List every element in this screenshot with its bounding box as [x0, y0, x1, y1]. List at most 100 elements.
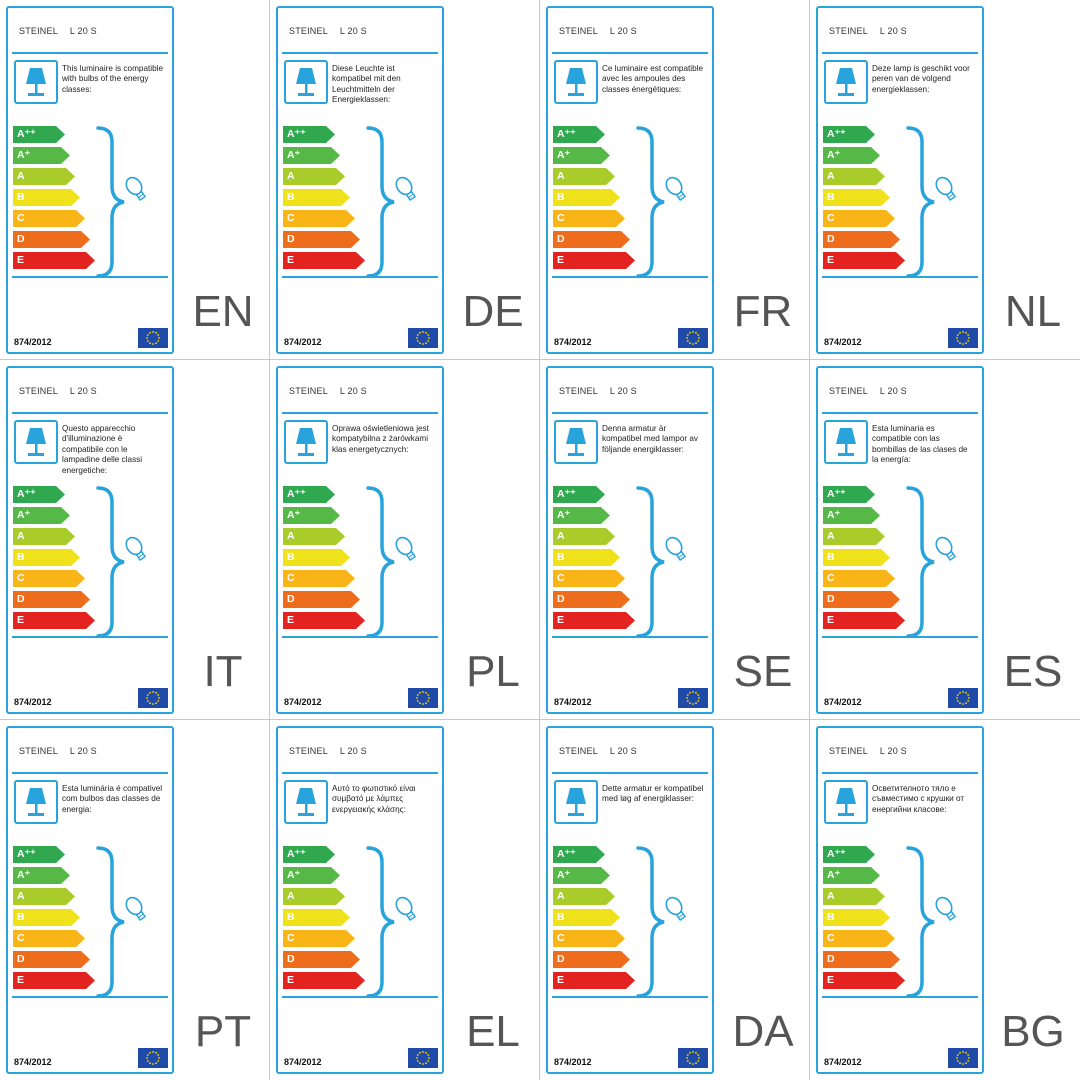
energy-class-arrow: A⁺	[823, 507, 880, 524]
energy-class-arrow: A⁺	[823, 867, 880, 884]
brace-bulb-icon	[96, 486, 147, 638]
energy-class-scale: A⁺⁺ A⁺ A B C D E	[13, 486, 95, 633]
energy-class-arrow: E	[553, 612, 635, 629]
energy-class-arrow: B	[823, 549, 890, 566]
energy-class-arrow: B	[13, 909, 80, 926]
energy-class-arrow: A	[283, 528, 345, 545]
model-name: L 20 S	[339, 746, 367, 756]
brand-line: STEINEL L 20 S	[829, 746, 907, 756]
brace-bulb-icon	[366, 846, 417, 998]
energy-class-scale: A⁺⁺ A⁺ A B C D E	[13, 846, 95, 993]
energy-class-scale: A⁺⁺ A⁺ A B C D E	[823, 126, 905, 273]
luminaire-icon	[554, 60, 598, 104]
energy-label-cell-da: STEINEL L 20 S Dette armatur er kompatibe…	[540, 720, 810, 1080]
energy-class-arrow: E	[823, 612, 905, 629]
energy-class-arrow: E	[283, 612, 365, 629]
energy-class-scale: A⁺⁺ A⁺ A B C D E	[553, 126, 635, 273]
top-divider	[12, 52, 168, 54]
energy-class-arrow: C	[553, 570, 625, 587]
eu-flag-icon	[138, 1048, 168, 1068]
brand-line: STEINEL L 20 S	[559, 386, 637, 396]
energy-class-arrow: A⁺⁺	[283, 486, 335, 503]
regulation-number: 874/2012	[14, 337, 52, 347]
model-name: L 20 S	[609, 746, 637, 756]
energy-class-arrow: B	[553, 549, 620, 566]
energy-class-scale: A⁺⁺ A⁺ A B C D E	[553, 846, 635, 993]
eu-flag-icon	[408, 1048, 438, 1068]
model-name: L 20 S	[609, 386, 637, 396]
top-divider	[552, 772, 708, 774]
brand-line: STEINEL L 20 S	[289, 746, 367, 756]
compatibility-text: Diese Leuchte ist kompatibel mit den Leu…	[332, 64, 401, 105]
energy-label-cell-es: STEINEL L 20 S Esta luminaria es compatib…	[810, 360, 1080, 720]
energy-label-cell-it: STEINEL L 20 S Questo apparecchio d'illum…	[0, 360, 270, 720]
bottom-divider	[282, 996, 438, 998]
brand-line: STEINEL L 20 S	[19, 746, 97, 756]
brand-name: STEINEL	[559, 746, 598, 756]
energy-class-arrow: D	[823, 951, 900, 968]
energy-class-arrow: A⁺	[553, 147, 610, 164]
energy-class-arrow: D	[13, 231, 90, 248]
energy-class-arrow: D	[823, 231, 900, 248]
energy-class-arrow: A	[553, 168, 615, 185]
energy-class-arrow: A⁺⁺	[283, 126, 335, 143]
energy-class-arrow: E	[553, 972, 635, 989]
energy-class-arrow: A⁺⁺	[13, 126, 65, 143]
luminaire-icon	[824, 780, 868, 824]
brand-name: STEINEL	[19, 746, 58, 756]
compatibility-text: Αυτό το φωτιστικό είναι συμβατό με λάμπε…	[332, 784, 416, 814]
brace-bulb-icon	[636, 846, 687, 998]
energy-label-card: STEINEL L 20 S Deze lamp is geschikt voor…	[816, 6, 984, 354]
energy-class-arrow: A	[283, 888, 345, 905]
energy-class-arrow: B	[823, 909, 890, 926]
compatibility-text: Ce luminaire est compatible avec les amp…	[602, 64, 704, 94]
energy-label-card: STEINEL L 20 S Esta luminaria es compatib…	[816, 366, 984, 714]
language-code: DA	[732, 1007, 794, 1056]
top-divider	[552, 52, 708, 54]
energy-class-arrow: D	[283, 591, 360, 608]
energy-class-arrow: D	[823, 591, 900, 608]
energy-class-arrow: A⁺	[283, 147, 340, 164]
regulation-number: 874/2012	[824, 697, 862, 707]
regulation-number: 874/2012	[284, 1057, 322, 1067]
energy-class-arrow: A⁺⁺	[553, 846, 605, 863]
eu-flag-icon	[408, 328, 438, 348]
eu-flag-icon	[948, 688, 978, 708]
energy-class-arrow: E	[823, 972, 905, 989]
energy-class-arrow: B	[283, 909, 350, 926]
energy-label-cell-fr: STEINEL L 20 S Ce luminaire est compatibl…	[540, 0, 810, 360]
energy-class-arrow: C	[13, 210, 85, 227]
energy-class-arrow: A	[823, 888, 885, 905]
brand-line: STEINEL L 20 S	[289, 26, 367, 36]
luminaire-icon	[284, 60, 328, 104]
energy-class-arrow: A⁺	[13, 147, 70, 164]
model-name: L 20 S	[609, 26, 637, 36]
energy-class-arrow: A⁺⁺	[823, 846, 875, 863]
energy-class-arrow: B	[553, 909, 620, 926]
energy-label-cell-el: STEINEL L 20 S Αυτό το φωτιστικό είναι συ…	[270, 720, 540, 1080]
energy-class-arrow: A	[13, 528, 75, 545]
eu-flag-icon	[948, 1048, 978, 1068]
energy-class-arrow: A	[13, 888, 75, 905]
energy-class-arrow: C	[553, 930, 625, 947]
compatibility-text: Deze lamp is geschikt voor peren van de …	[872, 64, 970, 94]
energy-class-arrow: C	[823, 930, 895, 947]
brand-name: STEINEL	[829, 746, 868, 756]
regulation-number: 874/2012	[824, 337, 862, 347]
brace-bulb-icon	[906, 126, 957, 278]
energy-class-arrow: E	[283, 252, 365, 269]
brand-line: STEINEL L 20 S	[19, 386, 97, 396]
compatibility-text: This luminaire is compatible with bulbs …	[62, 64, 164, 94]
language-code: EL	[466, 1007, 520, 1056]
brand-line: STEINEL L 20 S	[829, 26, 907, 36]
energy-class-arrow: B	[13, 549, 80, 566]
energy-label-card: STEINEL L 20 S Осветителното тяло е съвме…	[816, 726, 984, 1074]
energy-class-arrow: A	[553, 528, 615, 545]
luminaire-icon	[554, 780, 598, 824]
luminaire-icon	[824, 420, 868, 464]
compatibility-text: Questo apparecchio d'illuminazione è com…	[62, 424, 143, 475]
luminaire-icon	[14, 780, 58, 824]
brand-line: STEINEL L 20 S	[289, 386, 367, 396]
model-name: L 20 S	[879, 26, 907, 36]
